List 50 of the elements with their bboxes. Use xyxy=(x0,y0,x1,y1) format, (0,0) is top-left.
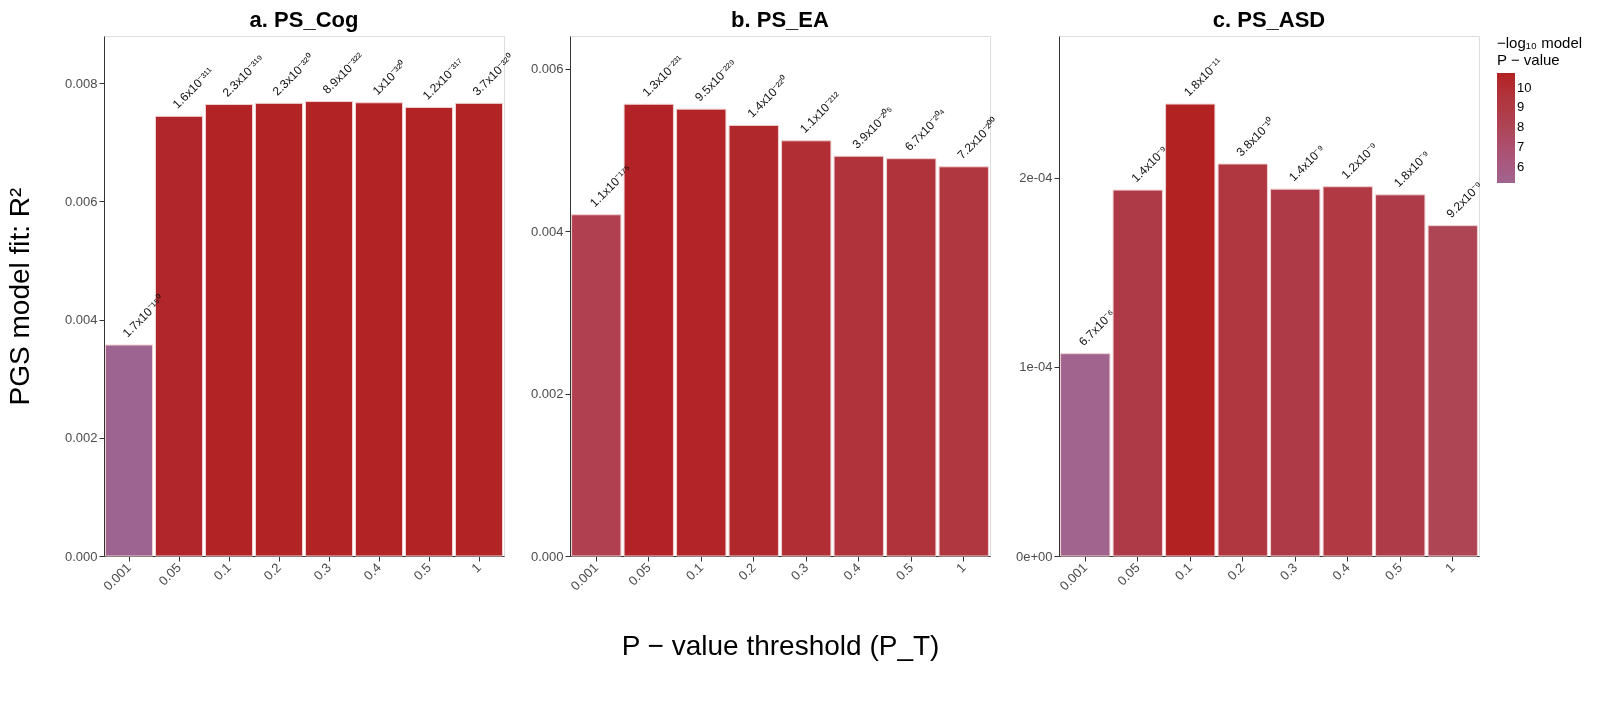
x-tick-label: 0.2 xyxy=(735,559,759,584)
x-tick-label: 0.05 xyxy=(625,559,654,589)
x-tick-label: 0.5 xyxy=(410,559,434,584)
color-bar-label: 10 xyxy=(1517,79,1532,95)
y-tick-label: 0.004 xyxy=(530,223,564,239)
x-tick-label: 1 xyxy=(1441,559,1458,576)
color-bar-title: −log₁₀ model P − value xyxy=(1497,34,1583,68)
color-bar-label: 7 xyxy=(1517,138,1525,154)
bar xyxy=(105,344,153,557)
x-tick-label: 0.3 xyxy=(787,559,812,584)
x-axis-title: P − value threshold (P_T) xyxy=(621,630,940,662)
bar xyxy=(455,102,503,557)
color-bar-label: 6 xyxy=(1517,158,1525,174)
y-tick-label: 0.002 xyxy=(64,430,98,446)
y-tick-label: 0.008 xyxy=(64,75,98,91)
bar xyxy=(355,102,403,557)
y-axis-title: PGS model fit: R² xyxy=(3,187,35,406)
chart-title: c. PS_ASD xyxy=(1212,7,1326,32)
x-tick-label: 0.05 xyxy=(1114,559,1143,589)
y-tick-label: 0.000 xyxy=(64,548,98,564)
y-tick-label: 1e-04 xyxy=(1019,359,1053,375)
y-tick-label: 0e+00 xyxy=(1015,548,1053,564)
x-tick-label: 0.2 xyxy=(260,559,284,584)
x-tick-label: 0.5 xyxy=(1381,559,1406,584)
x-tick-label: 1 xyxy=(952,559,969,576)
x-tick-label: 1 xyxy=(468,559,484,576)
x-tick-label: 0.1 xyxy=(210,559,234,584)
bar xyxy=(405,107,453,557)
x-tick-label: 0.4 xyxy=(840,559,864,584)
y-tick-label: 2e-04 xyxy=(1019,170,1053,186)
color-bar-label: 8 xyxy=(1517,119,1525,135)
chart-title: b. PS_EA xyxy=(731,7,830,32)
bar xyxy=(305,101,353,557)
y-tick-label: 0.006 xyxy=(530,61,564,76)
x-tick-label: 0.4 xyxy=(360,559,384,584)
x-tick-label: 0.4 xyxy=(1329,559,1353,584)
x-tick-label: 0.2 xyxy=(1224,559,1248,584)
bar xyxy=(255,102,303,557)
y-tick-label: 0.000 xyxy=(530,548,564,564)
x-tick-label: 0.3 xyxy=(310,559,334,584)
x-tick-label: 0.05 xyxy=(155,559,184,589)
y-tick-label: 0.006 xyxy=(64,193,98,209)
color-bar-label: 9 xyxy=(1517,99,1525,115)
y-tick-label: 0.004 xyxy=(64,312,98,328)
x-tick-label: 0.1 xyxy=(1171,559,1196,584)
chart-title: a. PS_Cog xyxy=(249,7,359,32)
x-tick-label: 0.1 xyxy=(682,559,707,584)
x-tick-label: 0.3 xyxy=(1276,559,1301,584)
y-tick-label: 0.002 xyxy=(530,386,564,401)
x-tick-label: 0.5 xyxy=(892,559,917,584)
